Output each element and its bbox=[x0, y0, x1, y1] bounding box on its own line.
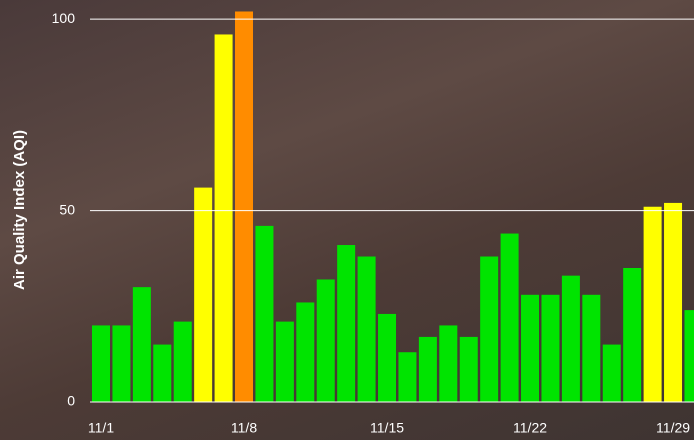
x-tick-label: 11/22 bbox=[513, 420, 547, 436]
bar bbox=[644, 207, 662, 402]
bar bbox=[378, 314, 396, 402]
bar bbox=[153, 345, 171, 402]
bar bbox=[337, 245, 355, 402]
x-tick-label: 11/29 bbox=[656, 420, 690, 436]
bar bbox=[133, 287, 151, 402]
y-tick-label: 100 bbox=[52, 10, 76, 26]
bar bbox=[439, 325, 457, 402]
bar bbox=[521, 295, 539, 402]
x-tick-label: 11/8 bbox=[231, 420, 257, 436]
bar bbox=[398, 352, 416, 402]
bar bbox=[480, 257, 498, 402]
bar bbox=[684, 310, 694, 402]
bar bbox=[174, 322, 192, 402]
bar bbox=[276, 322, 294, 402]
bar bbox=[194, 188, 212, 402]
bar bbox=[112, 325, 130, 402]
bar bbox=[623, 268, 641, 402]
bar bbox=[317, 279, 335, 402]
chart: Air Quality Index (AQI) 11/1 11/8 11/15 11/… bbox=[0, 0, 694, 440]
bar bbox=[296, 302, 314, 402]
bar bbox=[358, 257, 376, 402]
bar bbox=[541, 295, 559, 402]
bar bbox=[255, 226, 273, 402]
bar bbox=[562, 276, 580, 402]
bar bbox=[215, 34, 233, 402]
bar bbox=[603, 345, 621, 402]
bar bbox=[460, 337, 478, 402]
bar bbox=[582, 295, 600, 402]
bar bbox=[92, 325, 110, 402]
bar bbox=[235, 11, 253, 402]
y-tick-label: 0 bbox=[67, 393, 75, 409]
x-tick-label: 11/1 bbox=[88, 420, 114, 436]
bar bbox=[419, 337, 437, 402]
y-axis-label: Air Quality Index (AQI) bbox=[11, 130, 28, 290]
bar bbox=[501, 234, 519, 402]
bar bbox=[664, 203, 682, 402]
y-tick-label: 50 bbox=[59, 201, 75, 217]
x-tick-label: 11/15 bbox=[370, 420, 404, 436]
